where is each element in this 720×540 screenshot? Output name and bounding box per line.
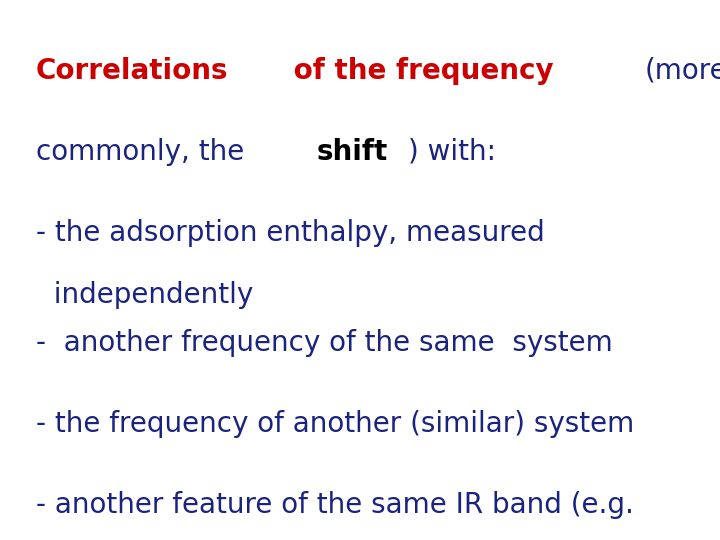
- Text: (more: (more: [644, 57, 720, 85]
- Text: shift: shift: [316, 138, 387, 166]
- Text: - the adsorption enthalpy, measured: - the adsorption enthalpy, measured: [36, 219, 545, 247]
- Text: - another feature of the same IR band (e.g.: - another feature of the same IR band (e…: [36, 491, 634, 519]
- Text: of the frequency: of the frequency: [284, 57, 564, 85]
- Text: independently: independently: [36, 281, 253, 309]
- Text: commonly, the: commonly, the: [36, 138, 253, 166]
- Text: Correlations: Correlations: [36, 57, 228, 85]
- Text: -  another frequency of the same  system: - another frequency of the same system: [36, 329, 613, 357]
- Text: - the frequency of another (similar) system: - the frequency of another (similar) sys…: [36, 410, 634, 438]
- Text: ) with:: ) with:: [408, 138, 496, 166]
